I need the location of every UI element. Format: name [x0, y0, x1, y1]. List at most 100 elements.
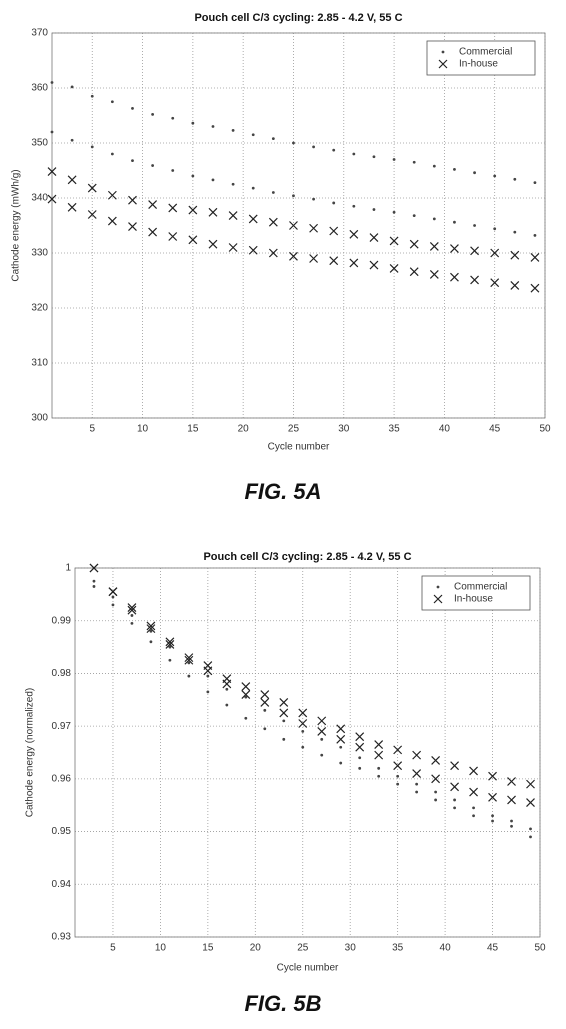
data-point	[146, 621, 156, 631]
data-point	[453, 220, 456, 224]
data-point	[513, 177, 517, 181]
data-point	[352, 204, 356, 208]
data-point	[409, 239, 419, 249]
data-point	[533, 234, 537, 237]
data-point	[510, 819, 513, 823]
data-point	[412, 750, 422, 760]
y-tick-label: 300	[31, 413, 48, 424]
data-point	[473, 171, 476, 175]
data-point	[533, 181, 537, 185]
data-point	[507, 795, 516, 805]
data-point	[130, 614, 134, 617]
data-point	[191, 121, 195, 125]
y-tick-label: 330	[31, 248, 48, 259]
data-point	[111, 595, 115, 599]
chart-title: Pouch cell C/3 cycling: 2.85 - 4.2 V, 55…	[194, 12, 402, 24]
data-point	[151, 164, 155, 167]
x-tick-label: 15	[187, 424, 199, 435]
chart-title: Pouch cell C/3 cycling: 2.85 - 4.2 V, 55…	[203, 551, 411, 563]
data-point	[491, 819, 494, 823]
data-point	[472, 806, 475, 810]
data-point	[432, 217, 436, 221]
data-point	[339, 761, 343, 765]
y-tick-label: 310	[31, 358, 48, 369]
data-point	[208, 207, 218, 217]
data-point	[228, 243, 238, 252]
data-point	[184, 653, 194, 663]
y-tick-label: 0.93	[52, 932, 72, 943]
y-tick-label: 0.97	[52, 721, 72, 732]
data-point	[47, 194, 57, 204]
data-point	[107, 190, 117, 200]
data-point	[529, 835, 532, 839]
data-point	[393, 761, 403, 771]
data-point	[279, 697, 289, 707]
data-point	[312, 145, 315, 149]
y-axis-label: Cathode energy (mWh/g)	[11, 169, 22, 281]
data-point	[450, 761, 460, 771]
x-tick-label: 25	[288, 424, 300, 435]
data-point	[149, 629, 153, 633]
data-point	[171, 169, 175, 172]
x-tick-label: 15	[202, 943, 214, 954]
data-point	[187, 674, 191, 678]
legend-label: Commercial	[454, 582, 507, 593]
x-tick-label: 10	[155, 943, 167, 954]
data-point	[191, 174, 195, 178]
data-point	[188, 205, 198, 215]
data-point	[372, 208, 376, 211]
data-point	[128, 195, 137, 205]
data-point	[490, 278, 500, 288]
data-point	[396, 782, 400, 786]
data-point	[429, 270, 439, 279]
data-point	[149, 640, 153, 644]
data-point	[317, 716, 327, 726]
x-tick-label: 50	[539, 424, 551, 435]
data-point	[208, 239, 218, 249]
data-point	[289, 221, 298, 230]
data-point	[168, 658, 172, 662]
data-point	[309, 254, 319, 263]
x-tick-label: 30	[345, 943, 357, 954]
data-point	[453, 168, 456, 171]
data-point	[87, 210, 97, 219]
data-point	[244, 716, 248, 720]
x-tick-label: 25	[297, 943, 309, 954]
data-point	[349, 229, 359, 239]
data-point	[268, 248, 278, 258]
data-point	[282, 737, 286, 741]
data-point	[493, 227, 497, 231]
data-point	[349, 258, 359, 268]
data-point	[301, 730, 305, 733]
data-point	[271, 191, 275, 194]
data-point	[90, 94, 94, 98]
data-point	[165, 637, 175, 647]
data-point	[358, 766, 362, 770]
data-point	[241, 690, 251, 699]
data-point	[312, 197, 315, 201]
y-axis-label: Cathode energy (normalized)	[25, 688, 36, 818]
legend-label: In-house	[454, 594, 493, 605]
data-point	[298, 719, 308, 728]
data-point	[431, 774, 441, 784]
x-tick-label: 20	[250, 943, 262, 954]
data-point	[493, 174, 497, 178]
x-tick-label: 5	[110, 943, 116, 954]
figure-caption: FIG. 5A	[244, 479, 321, 504]
data-point	[279, 708, 289, 718]
data-point	[377, 766, 381, 770]
data-point	[355, 742, 365, 752]
data-point	[108, 587, 118, 597]
y-tick-label: 1	[65, 563, 71, 574]
data-point	[301, 745, 305, 749]
data-point	[271, 137, 275, 141]
data-point	[355, 732, 365, 742]
data-point	[165, 640, 175, 649]
data-point	[289, 251, 298, 261]
data-point	[130, 621, 134, 625]
plot-frame	[51, 32, 546, 419]
data-point	[184, 655, 194, 665]
data-point	[188, 235, 198, 245]
legend-box	[426, 40, 536, 76]
